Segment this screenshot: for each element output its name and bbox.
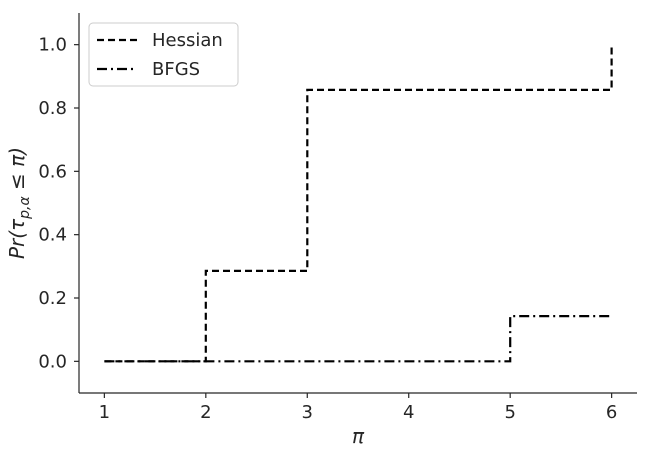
series-line-bfgs <box>104 315 612 363</box>
x-tick-label: 6 <box>606 402 617 423</box>
y-tick-label: 0.4 <box>38 225 67 246</box>
x-tick-label: 5 <box>504 402 515 423</box>
x-ticks: 1 2 3 4 5 6 <box>99 393 617 423</box>
y-tick-label: 0.6 <box>38 161 67 182</box>
legend-label-hessian: Hessian <box>152 30 223 51</box>
x-axis-label: π <box>352 424 365 448</box>
legend: Hessian BFGS <box>88 22 239 87</box>
axes <box>78 13 637 394</box>
y-axis-label: Pr(τp,α ≤ π) <box>5 147 33 259</box>
series-line-hessian <box>104 44 613 363</box>
y-tick-label: 1.0 <box>38 35 67 56</box>
x-tick-label: 2 <box>200 402 211 423</box>
x-tick-label: 3 <box>302 402 313 423</box>
legend-box <box>88 22 239 87</box>
legend-label-bfgs: BFGS <box>152 59 200 80</box>
y-tick-label: 0.0 <box>38 351 67 372</box>
y-ticks: 0.0 0.2 0.4 0.6 0.8 1.0 <box>38 35 79 372</box>
series-lines <box>104 44 613 363</box>
x-tick-label: 1 <box>99 402 110 423</box>
y-tick-label: 0.8 <box>38 98 67 119</box>
x-tick-label: 4 <box>403 402 414 423</box>
y-tick-label: 0.2 <box>38 288 67 309</box>
